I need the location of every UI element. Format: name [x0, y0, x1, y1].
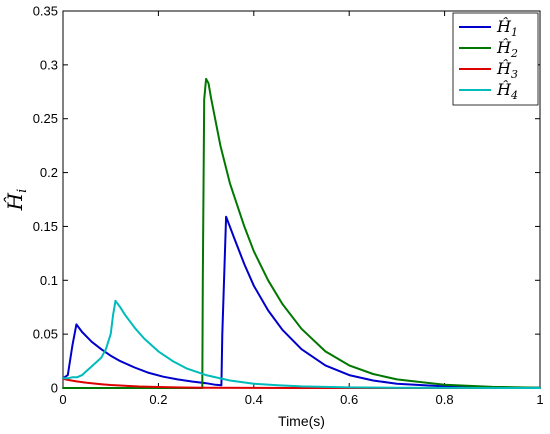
x-tick-label: 0.6: [340, 392, 358, 407]
y-tick-label: 0.25: [33, 111, 58, 126]
series-line-1: [62, 215, 541, 389]
y-axis-label-main: Ĥ: [3, 192, 27, 211]
y-tick-label: 0.35: [33, 4, 58, 19]
y-tick-label: 0.3: [40, 57, 58, 72]
series-lines: [62, 77, 541, 389]
y-axis-label-sub: i: [15, 189, 30, 193]
y-tick-label: 0.1: [40, 273, 58, 288]
x-tick-label: 0.8: [436, 392, 454, 407]
y-tick-label: 0.05: [33, 327, 58, 342]
x-tick-label: 0.4: [245, 392, 263, 407]
legend-entry-1: Ĥ1: [496, 16, 518, 39]
x-tick-label: 1: [536, 392, 543, 407]
legend-entry-3: Ĥ3: [496, 58, 518, 81]
x-tick-label: 0.2: [149, 392, 167, 407]
series-line-4: [62, 299, 541, 389]
x-axis-label: Time(s): [278, 413, 325, 429]
y-tick-label: 0: [51, 381, 58, 396]
y-tick-label: 0.15: [33, 219, 58, 234]
legend-entry-4: Ĥ4: [496, 79, 518, 102]
legend-entry-2: Ĥ2: [496, 37, 518, 60]
y-tick-label: 0.2: [40, 165, 58, 180]
series-line-3: [62, 377, 541, 389]
x-tick-label: 0: [59, 392, 66, 407]
y-axis-label: Ĥi: [3, 189, 30, 212]
axis-ticks: 0 0.2 0.4 0.6 0.8 1 0 0.05 0.1 0.15 0.2 0.25 0.3 0.35: [33, 4, 544, 408]
